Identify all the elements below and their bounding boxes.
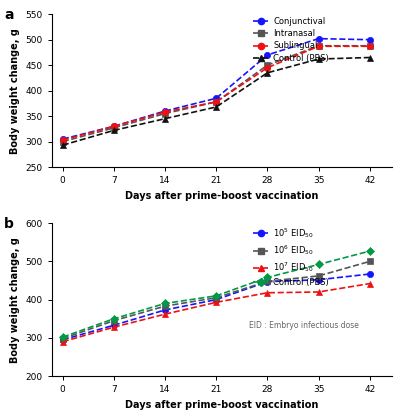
Legend: Conjunctival, Intranasal, Sublingual, Control (PBS): Conjunctival, Intranasal, Sublingual, Co… [253,17,329,63]
X-axis label: Days after prime-boost vaccination: Days after prime-boost vaccination [125,400,318,410]
X-axis label: Days after prime-boost vaccination: Days after prime-boost vaccination [125,191,318,201]
Text: EID : Embryo infectious dose: EID : Embryo infectious dose [249,321,359,330]
Legend: $10^5$ EID$_{50}$, $10^6$ EID$_{50}$, $10^7$ EID$_{50}$, Control (PBS): $10^5$ EID$_{50}$, $10^6$ EID$_{50}$, $1… [253,226,329,286]
Y-axis label: Body weight change, g: Body weight change, g [10,237,20,362]
Y-axis label: Body weight change, g: Body weight change, g [10,28,20,153]
Text: a: a [4,8,14,22]
Text: b: b [4,217,14,231]
